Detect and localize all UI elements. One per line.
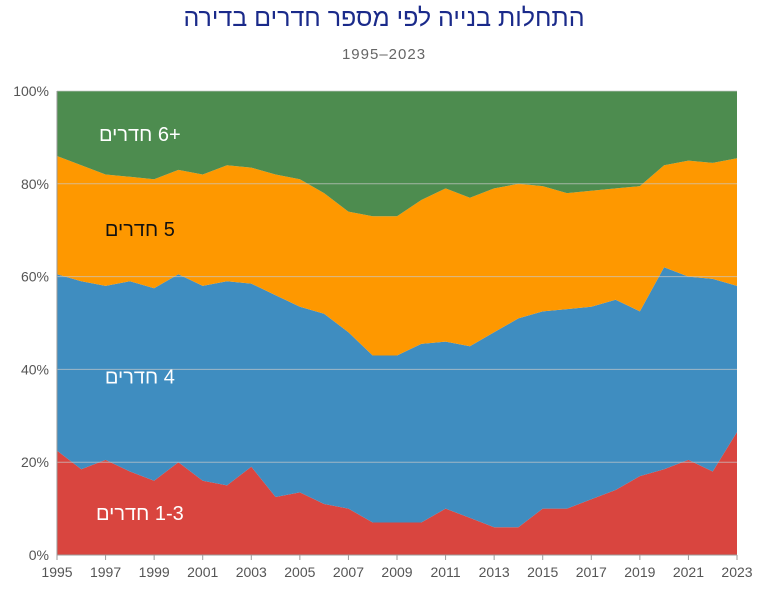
x-tick-label: 2001: [187, 564, 218, 580]
x-tick-label: 2005: [284, 564, 315, 580]
x-tick-label: 2019: [624, 564, 655, 580]
series-label-2: 4 חדרים: [105, 366, 175, 388]
x-tick-label: 2003: [236, 564, 267, 580]
x-tick-label: 2015: [527, 564, 558, 580]
x-tick-label: 2013: [479, 564, 510, 580]
series-label-3: 5 חדרים: [105, 219, 175, 241]
y-tick-label: 20%: [21, 454, 49, 470]
x-tick-label: 2017: [576, 564, 607, 580]
x-tick-label: 1999: [139, 564, 170, 580]
x-tick-label: 2023: [721, 564, 752, 580]
x-tick-label: 2011: [431, 564, 461, 580]
x-tick-label: 1995: [41, 564, 72, 580]
x-tick-label: 2021: [673, 564, 704, 580]
y-tick-label: 40%: [21, 361, 49, 377]
chart-subtitle: 1995–2023: [341, 46, 427, 63]
x-tick-label: 2009: [381, 564, 412, 580]
series-label-1: 1-3 חדרים: [96, 503, 184, 525]
chart-title: התחלות בנייה לפי מספר חדרים בדירה: [183, 4, 585, 32]
area-series-3: [57, 156, 737, 356]
y-tick-label: 80%: [21, 176, 49, 192]
area-series-4: [57, 91, 737, 217]
x-tick-label: 2007: [333, 564, 364, 580]
y-tick-label: 100%: [13, 83, 49, 99]
series-label-4: +6 חדרים: [99, 124, 181, 146]
x-tick-label: 1997: [90, 564, 121, 580]
area-series-1: [57, 432, 737, 555]
y-tick-label: 0%: [29, 547, 49, 563]
y-tick-label: 60%: [21, 269, 49, 285]
